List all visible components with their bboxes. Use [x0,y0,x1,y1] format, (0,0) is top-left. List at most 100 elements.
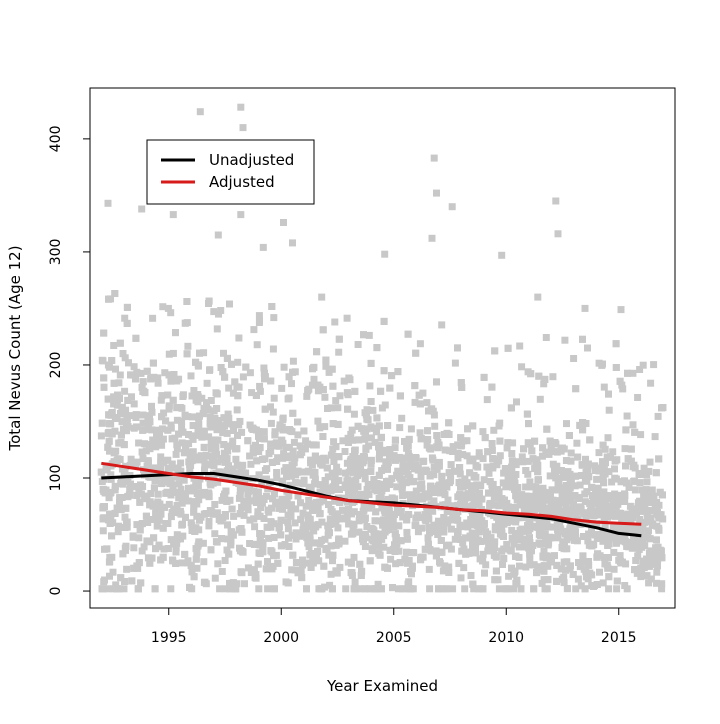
scatter-point [246,421,254,429]
scatter-point [477,482,485,490]
scatter-point [471,484,479,492]
scatter-point [605,585,613,593]
scatter-point [197,452,205,460]
scatter-point [141,440,149,448]
scatter-point [650,361,658,369]
scatter-point [584,520,592,528]
scatter-point [377,434,385,442]
scatter-point [449,447,457,455]
scatter-point [319,326,327,334]
scatter-point [464,425,471,433]
scatter-point [567,479,575,487]
scatter-point [445,569,453,576]
scatter-point [621,445,629,453]
scatter-point [118,418,126,426]
scatter-point [408,570,415,578]
scatter-point [322,362,330,370]
scatter-point [376,449,383,457]
scatter-point [445,419,453,427]
scatter-point [540,576,548,584]
scatter-point [480,373,488,381]
scatter-point [349,488,356,495]
scatter-point [164,520,172,527]
scatter-point [319,433,327,440]
scatter-point [351,387,359,395]
scatter-point [298,574,306,582]
scatter-point [110,449,118,457]
scatter-point [449,443,457,451]
scatter-point [581,498,589,506]
scatter-point [361,435,369,443]
scatter-point [593,475,601,483]
scatter-point [324,405,331,412]
scatter-point [329,420,337,428]
scatter-point [579,552,587,560]
scatter-point [385,507,393,515]
scatter-point [321,393,329,401]
scatter-point [343,389,351,397]
scatter-point [495,513,503,521]
scatter-point [457,442,465,450]
scatter-point [540,548,548,555]
scatter-point [314,417,322,425]
scatter-point [495,585,503,593]
scatter-point [375,471,383,479]
scatter-point [186,583,193,591]
scatter-point [170,489,178,496]
scatter-point [254,493,262,501]
scatter-point [485,543,493,551]
scatter-point [378,585,385,593]
scatter-point [203,489,211,497]
scatter-point [106,447,114,455]
scatter-point [238,464,246,471]
scatter-point [427,406,435,414]
scatter-point [612,340,620,348]
scatter-point [106,554,114,561]
scatter-point [652,469,660,477]
scatter-point [605,573,613,581]
scatter-point [566,525,574,533]
scatter-point [321,423,329,431]
scatter-point [164,545,172,552]
scatter-point [167,585,175,593]
scatter-point [311,475,319,483]
scatter-point [585,558,592,566]
scatter-point [256,382,264,390]
scatter-point [352,476,360,484]
scatter-point [655,455,663,463]
scatter-point [593,581,601,588]
scatter-point [334,511,342,519]
scatter-point [416,493,424,500]
scatter-point [575,559,582,566]
scatter-point [107,411,115,419]
scatter-point [345,520,353,528]
scatter-point [518,453,526,461]
scatter-point [320,497,328,505]
scatter-point [495,520,503,528]
scatter-point [637,524,644,532]
scatter-point [292,471,300,479]
scatter-point [200,427,208,435]
scatter-point [638,543,646,551]
scatter-point [314,505,322,513]
scatter-point [252,441,259,449]
scatter-point [491,538,499,546]
scatter-points [97,103,667,593]
scatter-point [323,464,331,472]
scatter-point [111,482,119,490]
scatter-point [315,557,323,565]
scatter-point [345,505,353,513]
legend-box [146,139,315,205]
scatter-point [464,523,472,531]
scatter-point [423,399,431,407]
scatter-point [384,422,392,429]
scatter-point [345,374,353,382]
scatter-point [327,487,335,495]
scatter-point [573,507,581,515]
scatter-point [258,539,266,547]
scatter-point [259,243,267,251]
scatter-point [627,524,635,532]
scatter-point [294,431,302,439]
scatter-point [433,432,441,439]
